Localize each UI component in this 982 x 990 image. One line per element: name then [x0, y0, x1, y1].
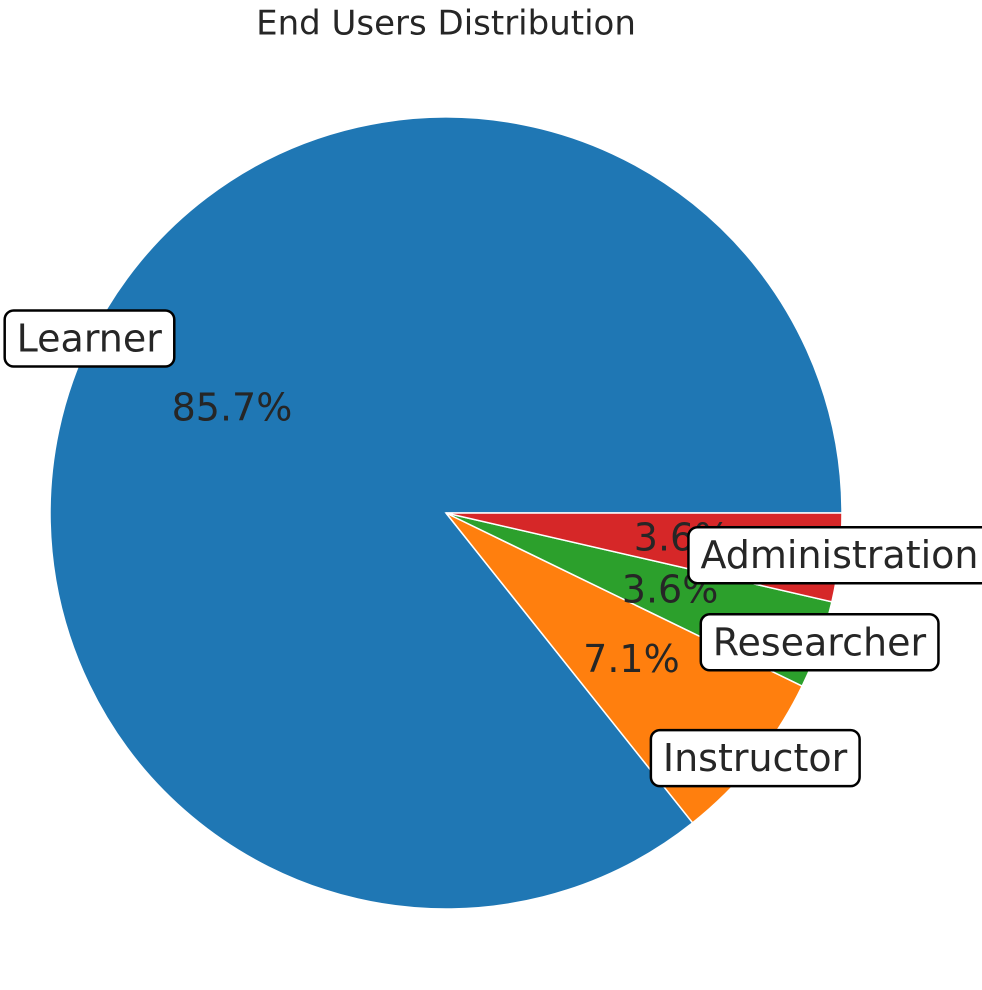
label-box [3, 309, 176, 368]
category-label: Learner [17, 317, 163, 361]
label-box [687, 525, 982, 585]
chart-title: End Users Distribution [256, 4, 636, 44]
category-label: Administration [700, 533, 978, 577]
label-box [699, 613, 940, 672]
wedges [49, 116, 843, 910]
category-label: Instructor [663, 736, 848, 780]
value-label: 7.1% [583, 637, 680, 681]
label-box [649, 728, 861, 788]
category-label: Researcher [713, 620, 927, 664]
value-label: 85.7% [172, 385, 293, 429]
